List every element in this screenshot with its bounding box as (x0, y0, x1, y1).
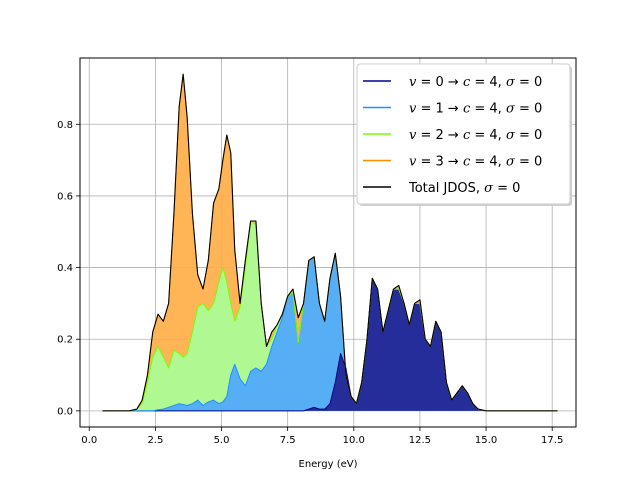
x-tick-label: 2.5 (147, 435, 163, 446)
legend-entry-label: v = 2 → c = 4, σ = 0 (409, 128, 542, 143)
y-tick-label: 0.0 (57, 406, 73, 417)
x-tick-label: 12.5 (409, 435, 431, 446)
series-areas (102, 74, 558, 411)
x-axis-title: Energy (eV) (299, 459, 358, 470)
x-tick-label: 5.0 (214, 435, 230, 446)
x-tick-label: 10.0 (343, 435, 365, 446)
y-tick-label: 0.2 (57, 335, 73, 346)
legend-entry-label: v = 0 → c = 4, σ = 0 (409, 75, 542, 90)
x-tick-label: 15.0 (475, 435, 497, 446)
y-tick-label: 0.8 (57, 120, 73, 131)
series-lines (102, 73, 558, 412)
y-tick-label: 0.4 (57, 263, 73, 274)
series-area-v0 (102, 278, 558, 411)
legend-entry-label: Total JDOS, σ = 0 (408, 181, 520, 196)
legend-box (356, 63, 571, 205)
legend-entry-label: v = 3 → c = 4, σ = 0 (409, 155, 542, 170)
y-tick-label: 0.6 (57, 191, 73, 202)
x-tick-label: 17.5 (541, 435, 563, 446)
x-axis-ticks: 0.0 2.5 5.0 7.5 10.0 12.5 15.0 17.5 (81, 427, 563, 446)
y-axis-ticks: 0.0 0.2 0.4 0.6 0.8 (57, 120, 80, 417)
x-tick-label: 7.5 (280, 435, 296, 446)
legend: v = 0 → c = 4, σ = 0 v = 1 → c = 4, σ = 0… (356, 63, 572, 206)
total-jdos-line (102, 73, 558, 412)
plot-frame (79, 57, 577, 428)
x-tick-label: 0.0 (81, 435, 97, 446)
legend-entry-label: v = 1 → c = 4, σ = 0 (409, 102, 542, 117)
